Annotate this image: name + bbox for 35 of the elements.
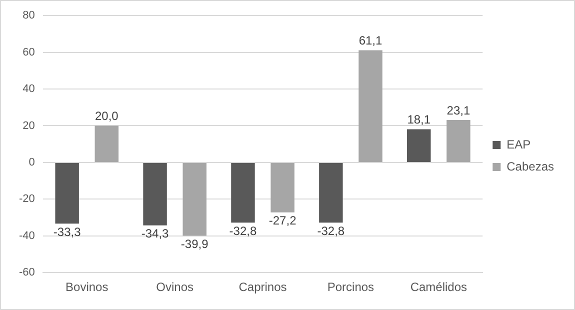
text: 20,0 xyxy=(94,109,118,124)
text: -32,8 xyxy=(317,224,345,238)
text: -27,2 xyxy=(268,214,296,228)
x-tick-label: Bovinos xyxy=(66,280,108,294)
text: -39,9 xyxy=(180,237,208,252)
x-tick-label: Ovinos xyxy=(156,280,194,294)
bar xyxy=(446,120,470,162)
text: 61,1 xyxy=(358,34,382,48)
text: -33,3 xyxy=(53,224,81,239)
legend-label: Cabezas xyxy=(506,159,554,174)
y-tick-label: 80 xyxy=(22,10,35,22)
text: 18,1 xyxy=(407,112,431,127)
bar xyxy=(143,162,167,226)
y-tick-label: 20 xyxy=(22,120,35,132)
bar xyxy=(182,162,206,236)
x-tick-label: Caprinos xyxy=(238,280,287,294)
text: 23,1 xyxy=(446,103,470,118)
legend-label: EAP xyxy=(506,137,531,152)
bar xyxy=(55,162,79,224)
text: -34,3 xyxy=(141,226,169,241)
y-tick-label: 60 xyxy=(22,46,35,58)
text: -32,8 xyxy=(229,224,257,238)
y-tick-label: 0 xyxy=(28,156,35,168)
bar xyxy=(270,162,294,212)
bar xyxy=(319,162,343,223)
x-tick-label: Porcinos xyxy=(327,280,374,294)
bar xyxy=(231,162,255,223)
bar xyxy=(94,126,119,162)
x-tick-label: Camélidos xyxy=(410,280,468,294)
bar xyxy=(358,50,382,162)
y-tick-label: -40 xyxy=(18,230,35,242)
y-tick-label: -60 xyxy=(18,266,35,279)
y-tick-label: 40 xyxy=(22,83,35,96)
y-tick-label: -20 xyxy=(18,193,35,206)
bar xyxy=(407,129,431,162)
